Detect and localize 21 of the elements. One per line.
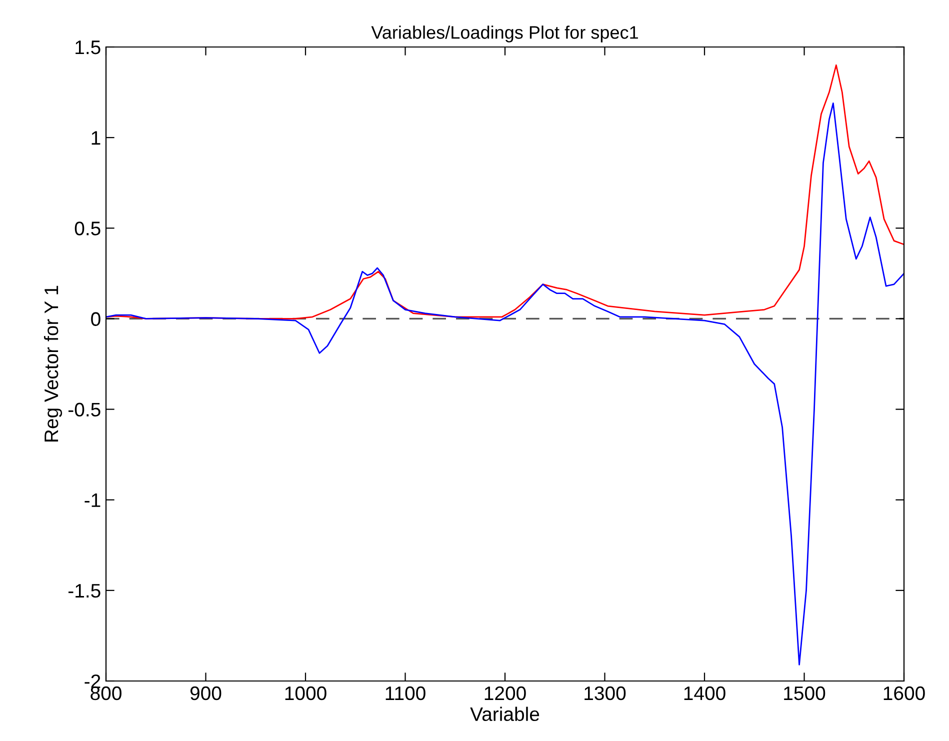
x-tick-label: 1600 [884, 686, 925, 700]
y-tick-label: 1.5 [76, 40, 100, 54]
x-tick-label: 1300 [584, 686, 626, 700]
x-tick-label: 800 [90, 686, 122, 700]
x-tick-label: 900 [190, 686, 222, 700]
line-series [106, 102, 904, 666]
y-tick-label: -0.5 [68, 402, 100, 417]
y-axis-title: Reg Vector for Y 1 [44, 286, 62, 442]
y-tick-label: -1 [84, 494, 100, 507]
y-tick-label: 1 [92, 131, 100, 145]
x-tick-label: 1000 [285, 686, 326, 700]
x-tick-label: 1100 [386, 686, 426, 700]
x-tick-label: 1200 [484, 686, 526, 700]
line-series [106, 64, 904, 320]
x-tick-label: 1500 [784, 686, 826, 700]
x-axis-title: Variable [470, 706, 540, 722]
chart-title: Variables/Loadings Plot for spec1 [371, 26, 638, 42]
y-tick-label: 0 [91, 312, 100, 326]
x-tick-label: 1400 [684, 686, 726, 700]
y-tick-label: 0.5 [74, 222, 100, 236]
y-tick-label: -1.5 [68, 584, 100, 598]
